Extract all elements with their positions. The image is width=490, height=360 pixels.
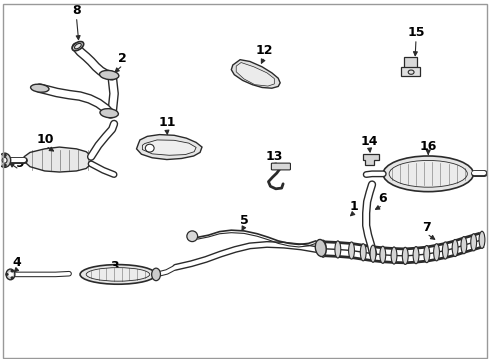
Ellipse shape [74, 44, 81, 49]
Ellipse shape [335, 241, 341, 258]
Ellipse shape [391, 247, 397, 264]
Text: 5: 5 [240, 213, 248, 226]
Ellipse shape [0, 153, 11, 167]
Text: 6: 6 [378, 192, 387, 205]
Text: 3: 3 [110, 260, 119, 273]
Ellipse shape [187, 231, 197, 242]
Ellipse shape [72, 41, 84, 51]
Ellipse shape [80, 265, 156, 284]
Ellipse shape [99, 71, 119, 80]
Ellipse shape [452, 239, 458, 257]
Ellipse shape [389, 161, 467, 187]
Text: 11: 11 [158, 116, 175, 129]
Text: 16: 16 [419, 140, 437, 153]
Ellipse shape [100, 109, 119, 118]
Polygon shape [143, 140, 196, 155]
Polygon shape [137, 135, 202, 159]
Ellipse shape [146, 144, 154, 152]
Ellipse shape [152, 268, 160, 281]
Ellipse shape [348, 242, 354, 259]
Circle shape [11, 270, 13, 272]
Ellipse shape [380, 246, 386, 264]
Ellipse shape [6, 269, 15, 280]
Ellipse shape [442, 242, 448, 259]
Ellipse shape [370, 245, 376, 262]
Circle shape [6, 274, 8, 275]
Ellipse shape [479, 231, 485, 248]
Text: 8: 8 [72, 4, 81, 17]
Text: 4: 4 [12, 256, 21, 269]
Circle shape [8, 273, 13, 276]
Text: 13: 13 [266, 150, 283, 163]
Polygon shape [404, 57, 417, 68]
Ellipse shape [471, 234, 477, 251]
Text: 7: 7 [422, 221, 431, 234]
Circle shape [3, 164, 6, 166]
Polygon shape [236, 63, 274, 86]
Polygon shape [401, 67, 420, 76]
Ellipse shape [320, 240, 326, 257]
FancyBboxPatch shape [271, 163, 291, 170]
Text: 9: 9 [15, 157, 24, 170]
Text: 14: 14 [361, 135, 378, 148]
Polygon shape [231, 60, 280, 88]
Circle shape [3, 154, 6, 156]
Ellipse shape [360, 244, 366, 261]
Ellipse shape [402, 247, 408, 265]
Circle shape [11, 277, 13, 279]
Text: 12: 12 [256, 44, 273, 57]
Ellipse shape [424, 246, 430, 263]
Ellipse shape [86, 267, 150, 281]
Text: 1: 1 [349, 200, 358, 213]
Text: 10: 10 [37, 133, 54, 146]
Text: 15: 15 [407, 26, 425, 39]
Ellipse shape [30, 84, 49, 92]
Polygon shape [24, 147, 91, 172]
Text: 2: 2 [119, 52, 127, 65]
Ellipse shape [2, 157, 7, 163]
Ellipse shape [315, 239, 326, 257]
Ellipse shape [413, 247, 419, 264]
Ellipse shape [461, 237, 467, 254]
Polygon shape [363, 154, 379, 165]
Ellipse shape [383, 156, 473, 192]
Ellipse shape [434, 244, 440, 261]
